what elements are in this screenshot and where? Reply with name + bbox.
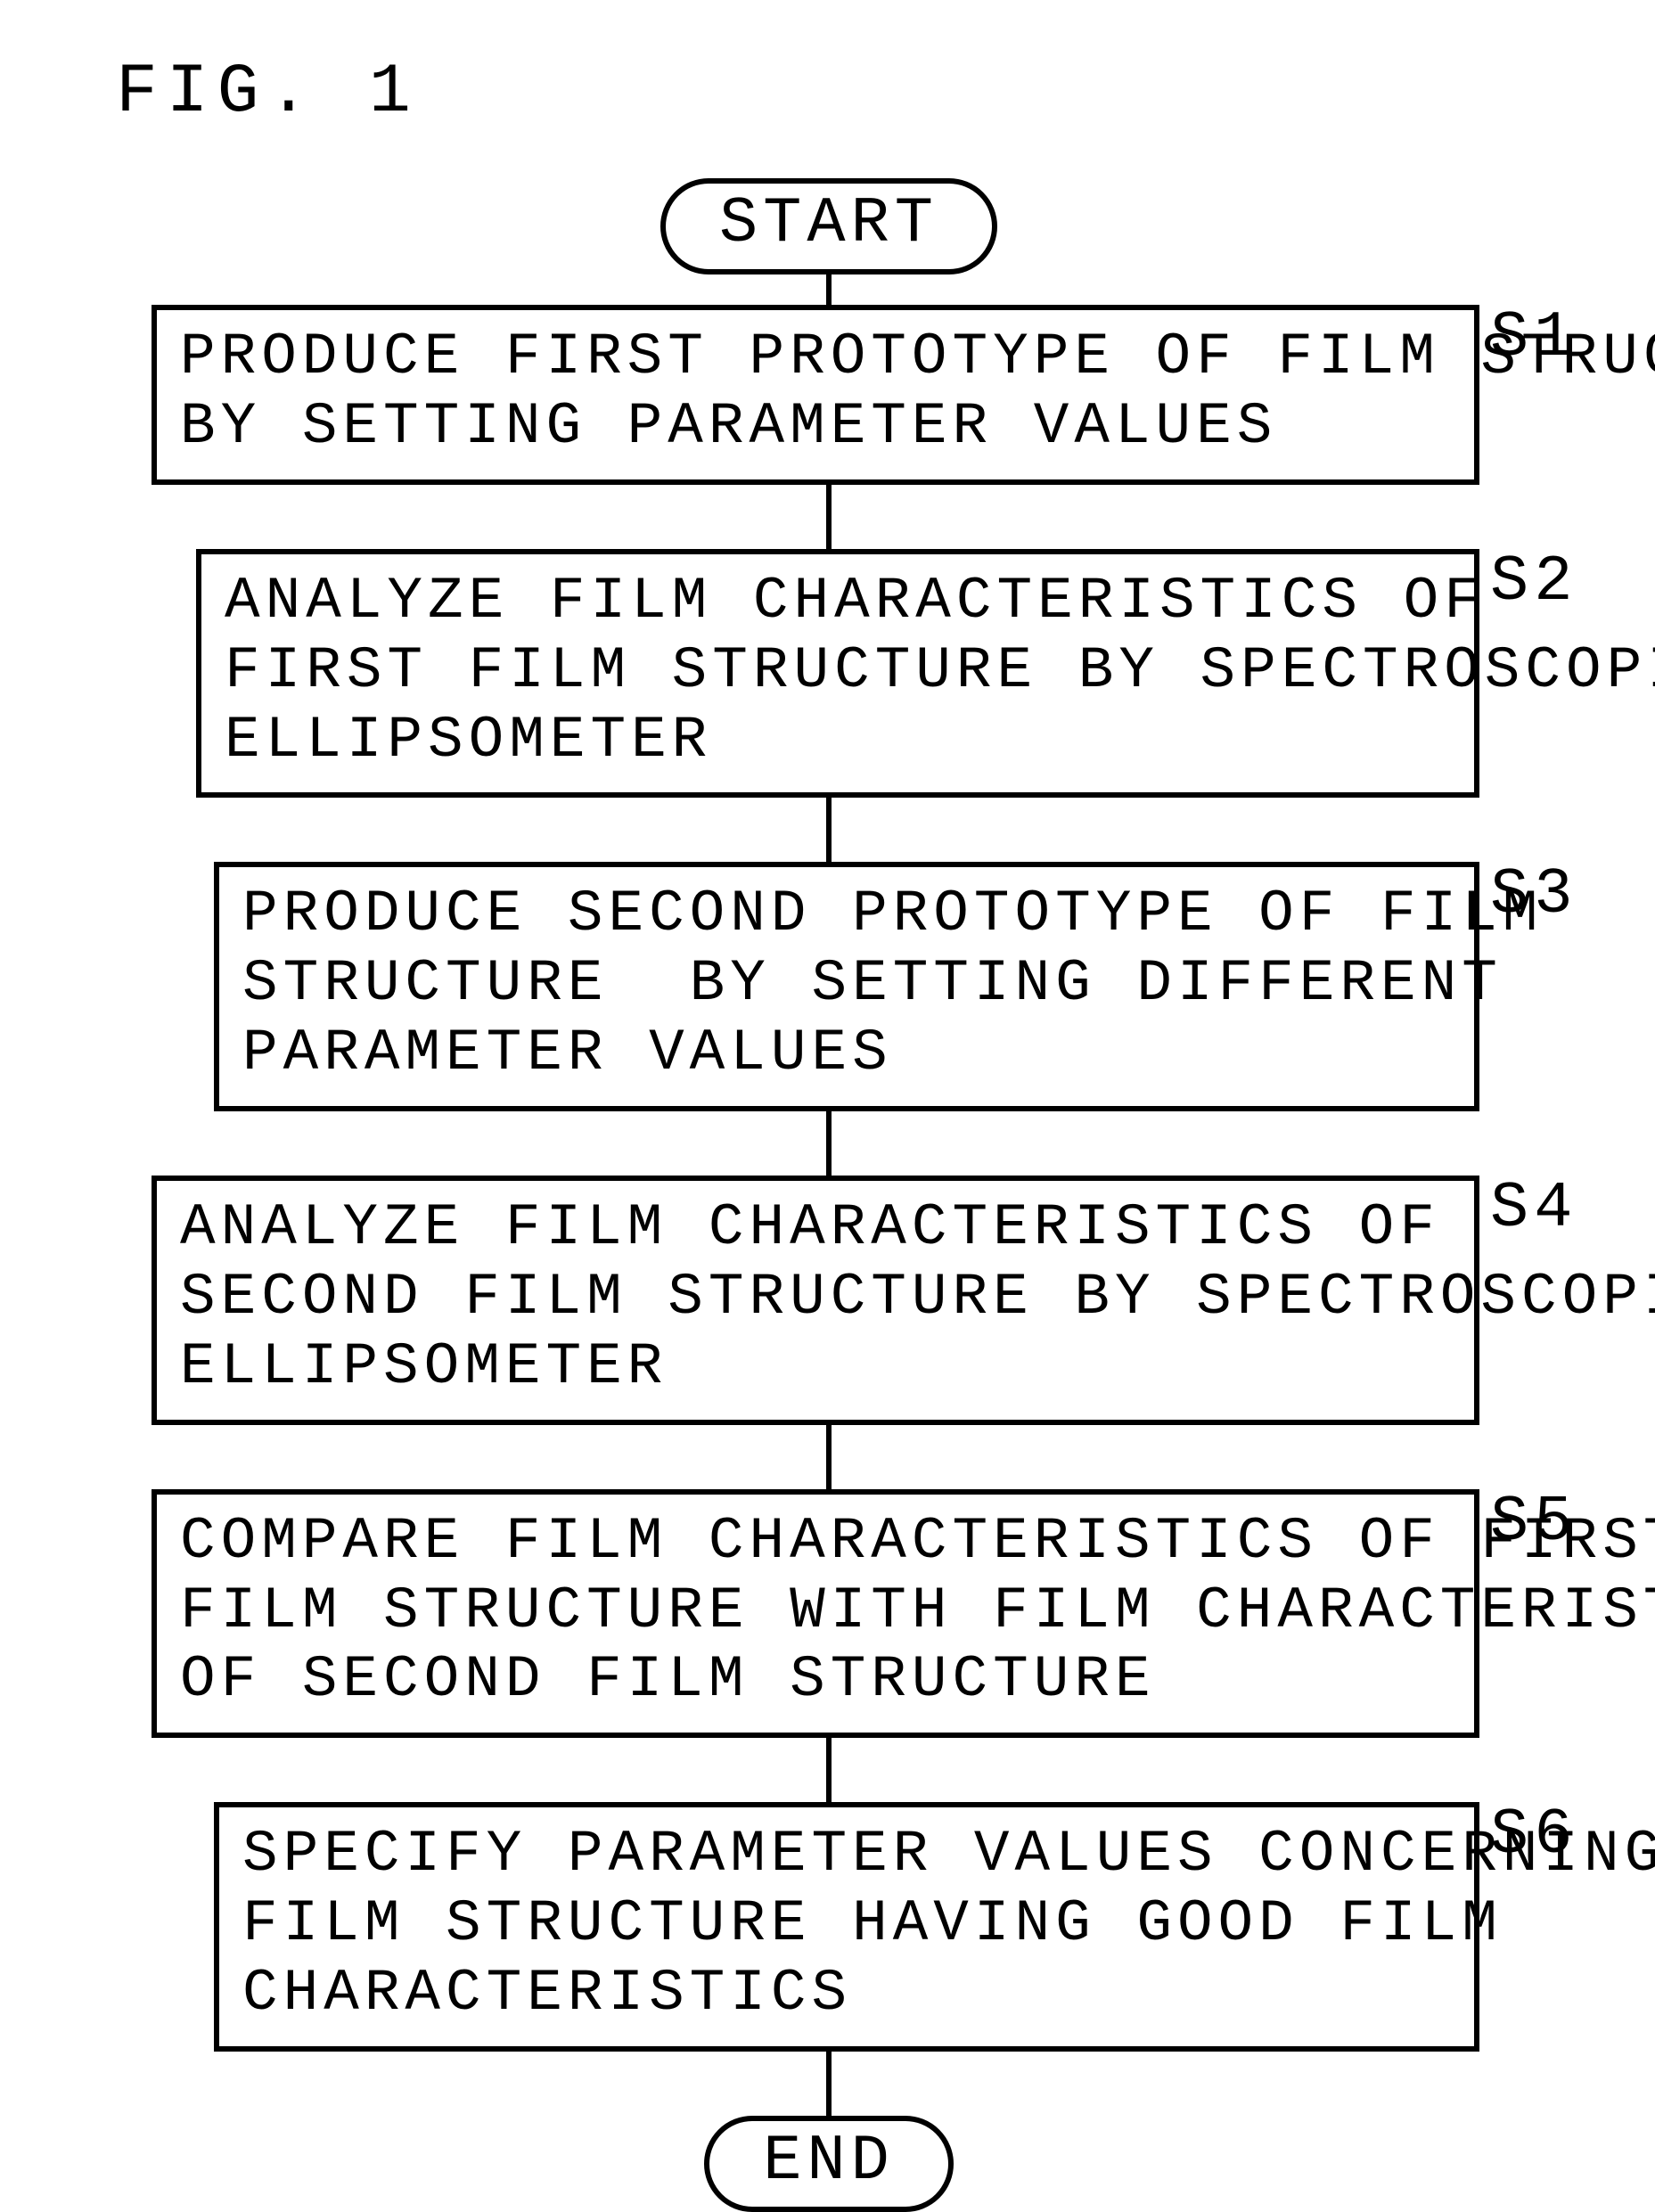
start-terminator: START [660,178,997,274]
connector [826,2052,832,2116]
step-row: COMPARE FILM CHARACTERISTICS OF FIRST FI… [152,1489,1506,1739]
step-box-s5: COMPARE FILM CHARACTERISTICS OF FIRST FI… [152,1489,1479,1739]
connector [826,1738,832,1802]
step-label: S2 [1490,545,1577,619]
figure-label: FIG. 1 [116,53,420,132]
connector [826,274,832,305]
step-row: PRODUCE FIRST PROTOTYPE OF FILM STRUCTUR… [152,305,1506,485]
step-label: S5 [1490,1486,1577,1559]
step-label: S3 [1490,858,1577,931]
step-box-s3: PRODUCE SECOND PROTOTYPE OF FILM STRUCTU… [214,862,1479,1111]
figure-canvas: FIG. 1 START PRODUCE FIRST PROTOTYPE OF … [0,0,1655,2026]
flowchart: START PRODUCE FIRST PROTOTYPE OF FILM ST… [152,178,1506,2212]
connector [826,798,832,862]
step-row: SPECIFY PARAMETER VALUES CONCERNING FILM… [152,1802,1506,2052]
connector [826,485,832,549]
step-label: S1 [1490,301,1577,374]
end-terminator: END [704,2116,954,2212]
step-row: ANALYZE FILM CHARACTERISTICS OF SECOND F… [152,1176,1506,1425]
connector [826,1425,832,1489]
step-row: PRODUCE SECOND PROTOTYPE OF FILM STRUCTU… [152,862,1506,1111]
step-box-s6: SPECIFY PARAMETER VALUES CONCERNING FILM… [214,1802,1479,2052]
step-box-s2: ANALYZE FILM CHARACTERISTICS OF FIRST FI… [196,549,1479,799]
step-label: S4 [1490,1172,1577,1245]
step-box-s1: PRODUCE FIRST PROTOTYPE OF FILM STRUCTUR… [152,305,1479,485]
step-row: ANALYZE FILM CHARACTERISTICS OF FIRST FI… [152,549,1506,799]
step-box-s4: ANALYZE FILM CHARACTERISTICS OF SECOND F… [152,1176,1479,1425]
connector [826,1111,832,1176]
step-label: S6 [1490,1798,1577,1872]
